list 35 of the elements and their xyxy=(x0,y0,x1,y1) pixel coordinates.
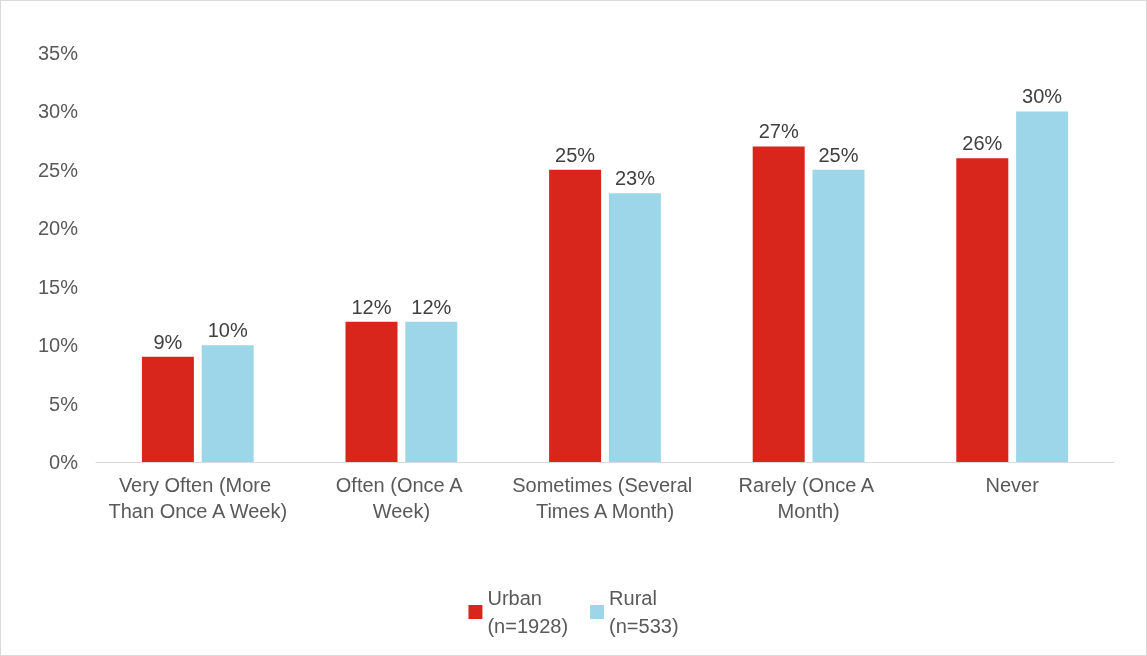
x-tick-label: Very Often (More Than Once A Week) xyxy=(108,474,288,522)
x-tick-label: Often (Once A Week) xyxy=(335,474,467,522)
x-tick-label: Sometimes (Several Times A Month) xyxy=(512,474,698,522)
x-tick-label: Never xyxy=(985,474,1040,496)
bar xyxy=(141,356,194,462)
bar xyxy=(1016,111,1069,462)
data-label: 30% xyxy=(1022,85,1063,108)
y-tick-label: 5% xyxy=(49,392,79,415)
data-label: 25% xyxy=(818,143,859,166)
data-label: 12% xyxy=(351,295,392,318)
x-tick-label: Rarely (Once A Month) xyxy=(738,474,879,522)
y-tick-label: 15% xyxy=(37,275,79,298)
bar xyxy=(752,146,805,462)
y-tick-label: 10% xyxy=(37,334,79,357)
y-tick-label: 35% xyxy=(37,42,79,64)
bar xyxy=(405,321,458,462)
data-label: 27% xyxy=(758,120,799,143)
y-tick-label: 25% xyxy=(37,158,79,181)
legend-label: Rural (n=533) xyxy=(609,587,679,637)
data-label: 9% xyxy=(153,330,183,353)
bar xyxy=(201,345,254,462)
legend-label: Urban (n=1928) xyxy=(487,587,569,637)
bar xyxy=(345,321,398,462)
data-label: 26% xyxy=(962,132,1003,155)
bar xyxy=(956,158,1009,462)
y-tick-label: 30% xyxy=(37,100,79,123)
y-tick-label: 20% xyxy=(37,217,79,240)
data-label: 23% xyxy=(614,167,656,190)
bar xyxy=(549,169,602,462)
bar xyxy=(812,169,865,462)
y-tick-label: 0% xyxy=(49,451,79,473)
bar xyxy=(608,193,661,462)
data-label: 25% xyxy=(555,143,596,166)
data-label: 12% xyxy=(411,295,452,318)
data-label: 10% xyxy=(207,319,248,342)
